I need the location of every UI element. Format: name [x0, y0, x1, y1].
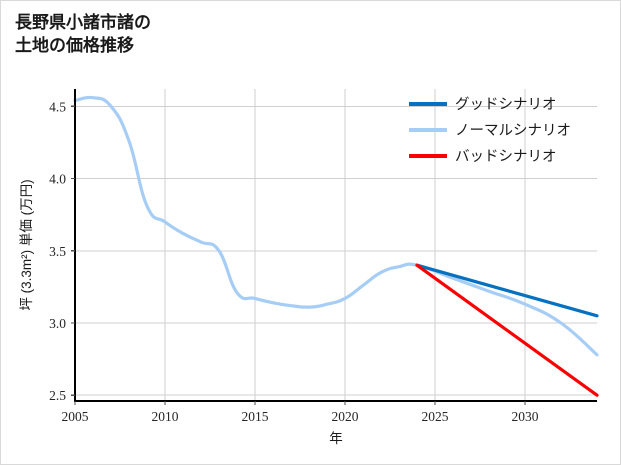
x-tick-label: 2020 — [332, 409, 359, 424]
x-tick-label: 2010 — [152, 409, 179, 424]
series-line-bad — [415, 263, 599, 397]
x-axis-title: 年 — [329, 431, 343, 446]
legend-label: ノーマルシナリオ — [455, 123, 571, 139]
series-line-normal — [73, 95, 599, 357]
series-group — [73, 95, 599, 397]
series-line-good — [415, 263, 599, 318]
y-tick-label: 3.5 — [49, 244, 66, 259]
x-tick-label: 2005 — [62, 409, 89, 424]
legend-label: グッドシナリオ — [455, 96, 557, 113]
page-title: 長野県小諸市諸の 土地の価格推移 — [15, 13, 151, 56]
x-tick-label: 2030 — [512, 409, 539, 424]
axis-tick-labels: 2.5 3.0 3.5 4.0 4.5 2005 2010 2015 2020 2025 2030 — [49, 99, 539, 424]
axis-ticks — [71, 105, 526, 405]
y-tick-label: 2.5 — [49, 388, 66, 403]
axis-spines — [73, 89, 597, 403]
x-tick-label: 2025 — [422, 409, 449, 424]
axis-titles: 年 坪 (3.3m²) 単価 (万円) — [19, 179, 343, 446]
legend-label: バッドシナリオ — [455, 149, 557, 165]
y-tick-label: 4.5 — [49, 99, 66, 114]
y-tick-label: 4.0 — [49, 172, 66, 187]
x-tick-label: 2015 — [242, 409, 269, 424]
gridlines — [74, 89, 597, 401]
y-axis-title: 坪 (3.3m²) 単価 (万円) — [19, 179, 34, 310]
y-tick-label: 3.0 — [49, 316, 66, 331]
